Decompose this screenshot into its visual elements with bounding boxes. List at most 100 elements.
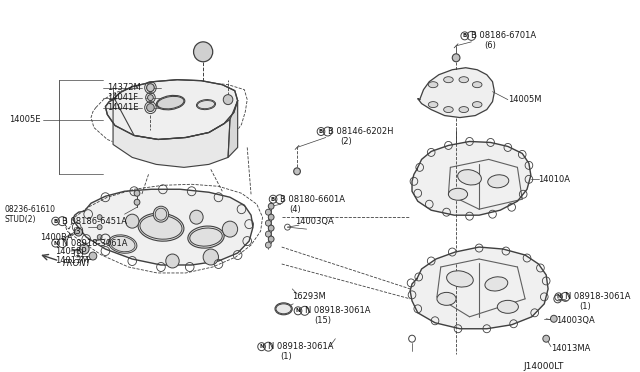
Text: 16293M: 16293M xyxy=(292,292,326,301)
Text: (1): (1) xyxy=(580,302,591,311)
Text: 14003QA: 14003QA xyxy=(556,316,595,325)
Ellipse shape xyxy=(156,95,185,110)
Polygon shape xyxy=(410,247,548,329)
Circle shape xyxy=(134,190,140,196)
Circle shape xyxy=(268,214,274,220)
Ellipse shape xyxy=(157,96,184,109)
Text: (6): (6) xyxy=(484,41,496,50)
Text: 14013M: 14013M xyxy=(56,257,89,266)
Circle shape xyxy=(203,249,218,265)
Polygon shape xyxy=(418,68,495,118)
Circle shape xyxy=(266,231,271,237)
Text: N 08918-3061A: N 08918-3061A xyxy=(565,292,631,301)
Text: 14372M: 14372M xyxy=(108,83,141,92)
Circle shape xyxy=(189,210,203,224)
Ellipse shape xyxy=(444,77,453,83)
Polygon shape xyxy=(412,141,531,215)
Circle shape xyxy=(266,220,271,226)
Circle shape xyxy=(89,252,97,260)
Ellipse shape xyxy=(428,82,438,88)
Circle shape xyxy=(268,203,274,209)
Text: 14003QA: 14003QA xyxy=(295,217,334,226)
Circle shape xyxy=(266,242,271,248)
Text: FRONT: FRONT xyxy=(62,260,91,269)
Circle shape xyxy=(79,244,89,254)
Ellipse shape xyxy=(447,271,473,287)
Text: 14013MA: 14013MA xyxy=(551,344,590,353)
Text: B 08186-6451A: B 08186-6451A xyxy=(62,217,127,226)
Ellipse shape xyxy=(472,82,482,88)
Ellipse shape xyxy=(497,300,518,313)
Text: 1400BA: 1400BA xyxy=(40,232,73,241)
Circle shape xyxy=(550,315,557,322)
Text: 14005M: 14005M xyxy=(508,95,541,104)
Text: B 08186-6701A: B 08186-6701A xyxy=(472,31,536,41)
Ellipse shape xyxy=(444,107,453,113)
Circle shape xyxy=(75,228,83,236)
Text: 14041F: 14041F xyxy=(108,93,138,102)
Circle shape xyxy=(97,215,102,219)
Text: STUD(2): STUD(2) xyxy=(4,215,36,224)
Text: N 08918-3061A: N 08918-3061A xyxy=(268,342,334,351)
Ellipse shape xyxy=(275,303,292,315)
Ellipse shape xyxy=(459,77,468,83)
Circle shape xyxy=(222,221,237,237)
Polygon shape xyxy=(228,100,237,157)
Circle shape xyxy=(452,54,460,62)
Ellipse shape xyxy=(428,102,438,108)
Text: J14000LT: J14000LT xyxy=(523,362,563,371)
Ellipse shape xyxy=(488,175,509,188)
Ellipse shape xyxy=(108,235,137,253)
Polygon shape xyxy=(106,80,237,140)
Ellipse shape xyxy=(449,188,468,200)
Text: B 08146-6202H: B 08146-6202H xyxy=(328,127,393,136)
Text: 14010A: 14010A xyxy=(538,175,570,184)
Ellipse shape xyxy=(196,100,216,110)
Circle shape xyxy=(266,209,271,215)
Circle shape xyxy=(97,225,102,230)
Circle shape xyxy=(147,104,154,112)
Circle shape xyxy=(543,335,550,342)
Text: 14005E: 14005E xyxy=(10,115,41,124)
Text: N: N xyxy=(259,344,264,349)
Text: (15): (15) xyxy=(314,316,332,325)
Ellipse shape xyxy=(472,102,482,108)
Text: 08236-61610: 08236-61610 xyxy=(4,205,56,214)
Text: B: B xyxy=(463,33,467,38)
Text: N 08918-3061A: N 08918-3061A xyxy=(62,238,128,248)
Circle shape xyxy=(193,42,212,62)
Ellipse shape xyxy=(188,226,224,248)
Text: N: N xyxy=(296,308,300,313)
Text: 14041E: 14041E xyxy=(108,103,139,112)
Circle shape xyxy=(97,235,102,240)
Circle shape xyxy=(147,84,154,92)
Ellipse shape xyxy=(459,107,468,113)
Text: (1): (1) xyxy=(280,352,292,361)
Circle shape xyxy=(125,214,139,228)
Circle shape xyxy=(268,236,274,242)
Text: (3): (3) xyxy=(72,227,84,235)
Text: N: N xyxy=(556,294,561,299)
Polygon shape xyxy=(113,100,230,167)
Text: (4): (4) xyxy=(289,205,301,214)
Circle shape xyxy=(148,94,154,100)
Text: N: N xyxy=(53,241,58,246)
Circle shape xyxy=(223,94,233,105)
Ellipse shape xyxy=(138,213,184,241)
Ellipse shape xyxy=(485,277,508,291)
Ellipse shape xyxy=(458,170,481,185)
Polygon shape xyxy=(73,189,253,265)
Ellipse shape xyxy=(437,292,456,305)
Text: B: B xyxy=(54,219,58,224)
Text: (2): (2) xyxy=(340,137,352,146)
Circle shape xyxy=(134,199,140,205)
Polygon shape xyxy=(106,80,237,140)
Text: B: B xyxy=(319,129,323,134)
Text: B: B xyxy=(271,197,275,202)
Text: (1): (1) xyxy=(72,248,84,257)
Circle shape xyxy=(268,225,274,231)
Text: 14058P: 14058P xyxy=(56,247,87,256)
Circle shape xyxy=(294,168,300,175)
Circle shape xyxy=(154,206,169,222)
Text: B 08180-6601A: B 08180-6601A xyxy=(280,195,345,204)
